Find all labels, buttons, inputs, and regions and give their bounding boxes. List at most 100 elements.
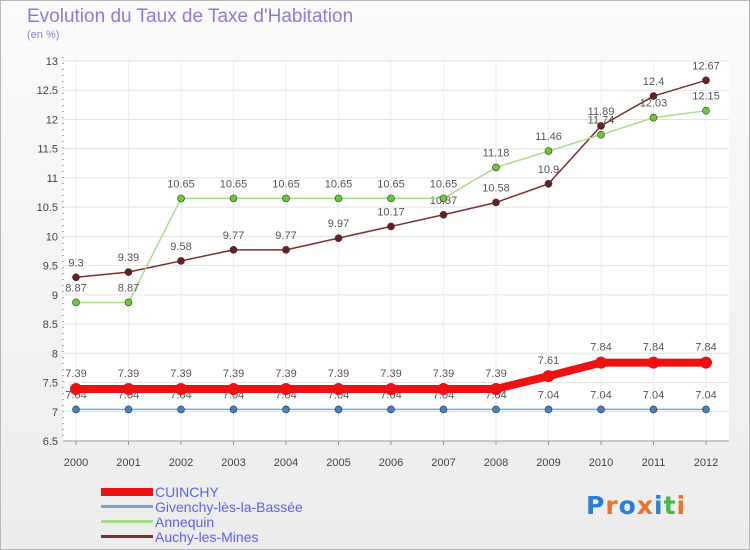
data-point-2 (177, 194, 185, 203)
legend-swatch-givenchy (101, 505, 153, 508)
data-point-3 (282, 246, 290, 254)
legend-swatch-cuinchy (101, 487, 153, 496)
data-point-3 (177, 257, 185, 265)
x-tick-label: 2007 (431, 457, 455, 469)
y-tick-label: 10 (46, 231, 58, 243)
data-point-0 (122, 382, 135, 395)
legend-item-auchy: Auchy-les-Mines (101, 528, 303, 545)
data-point-1 (439, 405, 448, 414)
data-point-3 (649, 92, 658, 100)
data-point-3 (544, 179, 553, 188)
x-tick-label: 2011 (642, 457, 666, 469)
data-label-0: 7.61 (538, 355, 559, 367)
logo-letter: i (676, 491, 687, 520)
data-label-2: 10.65 (430, 178, 458, 190)
data-point-0 (595, 356, 607, 369)
data-label-0: 7.39 (433, 368, 454, 380)
y-tick-label: 9.5 (43, 261, 58, 273)
data-point-0 (332, 382, 345, 395)
data-point-2 (439, 194, 448, 203)
chart-unit: (en %) (27, 29, 60, 41)
data-point-2 (544, 147, 553, 155)
y-tick-label: 7 (52, 407, 58, 419)
data-label-3: 11.89 (588, 106, 615, 118)
data-label-3: 10.58 (482, 182, 510, 194)
plot-area (63, 61, 729, 441)
data-point-3 (439, 210, 448, 219)
data-label-3: 12.4 (643, 76, 664, 88)
data-point-2 (229, 194, 238, 203)
data-label-2: 11.46 (535, 131, 562, 143)
data-label-0: 7.39 (223, 368, 244, 380)
data-point-2 (282, 194, 290, 203)
data-point-2 (702, 106, 710, 115)
data-label-3: 10.17 (377, 206, 405, 218)
y-tick-label: 11.5 (37, 144, 58, 156)
data-label-2: 8.87 (65, 282, 86, 294)
data-label-0: 7.39 (275, 368, 296, 380)
legend-swatch-annequin (101, 520, 153, 523)
x-tick-label: 2005 (326, 457, 350, 469)
x-tick-label: 2001 (116, 457, 140, 469)
legend-label-cuinchy: CUINCHY (155, 483, 219, 500)
y-tick-label: 10.5 (37, 202, 58, 214)
data-point-1 (649, 405, 658, 414)
data-point-2 (124, 298, 133, 307)
legend: CUINCHY Givenchy-lès-la-Bassée Annequin … (101, 483, 303, 545)
x-tick-label: 2002 (169, 457, 193, 469)
data-label-0: 7.39 (65, 368, 86, 380)
data-label-0: 7.84 (590, 342, 611, 354)
y-tick-label: 13 (46, 56, 58, 68)
y-tick-label: 8.5 (43, 319, 58, 331)
x-tick-label: 2006 (379, 457, 403, 469)
data-label-1: 7.04 (590, 389, 611, 401)
proxiti-logo: Proxiti (586, 491, 686, 520)
data-label-0: 7.84 (643, 342, 664, 354)
data-point-3 (702, 76, 710, 85)
data-point-3 (124, 268, 133, 276)
y-tick-label: 7.5 (43, 378, 58, 390)
legend-item-cuinchy: CUINCHY (101, 483, 303, 500)
legend-label-auchy: Auchy-les-Mines (155, 528, 259, 545)
data-label-1: 7.04 (643, 389, 664, 401)
data-point-0 (227, 382, 240, 395)
data-label-0: 7.39 (118, 368, 139, 380)
data-label-3: 9.77 (275, 230, 296, 242)
data-point-1 (229, 405, 238, 414)
data-point-1 (177, 405, 185, 414)
data-point-3 (387, 222, 395, 231)
x-tick-label: 2008 (484, 457, 508, 469)
data-point-3 (229, 246, 238, 254)
logo-letter: x (636, 491, 654, 520)
data-point-1 (387, 405, 395, 414)
y-tick-label: 8 (52, 348, 58, 360)
data-point-1 (544, 405, 553, 414)
data-label-1: 7.04 (538, 389, 559, 401)
legend-label-annequin: Annequin (155, 513, 215, 530)
x-tick-label: 2004 (274, 457, 298, 469)
data-point-3 (72, 273, 80, 282)
data-point-0 (542, 370, 555, 383)
data-label-2: 12.03 (640, 98, 668, 110)
y-tick-label: 9 (52, 290, 58, 302)
data-label-0: 7.39 (485, 368, 506, 380)
data-label-2: 12.15 (692, 91, 720, 103)
data-label-0: 7.39 (380, 368, 401, 380)
data-label-3: 9.77 (223, 230, 244, 242)
data-point-0 (175, 382, 187, 395)
legend-item-givenchy: Givenchy-lès-la-Bassée (101, 498, 303, 515)
data-label-0: 7.39 (170, 368, 191, 380)
data-point-0 (490, 382, 502, 395)
legend-swatch-auchy (101, 535, 153, 538)
data-point-1 (124, 405, 133, 414)
data-point-2 (387, 194, 395, 203)
data-point-0 (700, 356, 712, 369)
x-tick-label: 2000 (64, 457, 88, 469)
data-point-3 (492, 198, 500, 207)
legend-label-givenchy: Givenchy-lès-la-Bassée (155, 498, 303, 515)
data-label-2: 10.65 (272, 178, 300, 190)
data-point-1 (72, 405, 80, 414)
data-label-0: 7.39 (328, 368, 349, 380)
